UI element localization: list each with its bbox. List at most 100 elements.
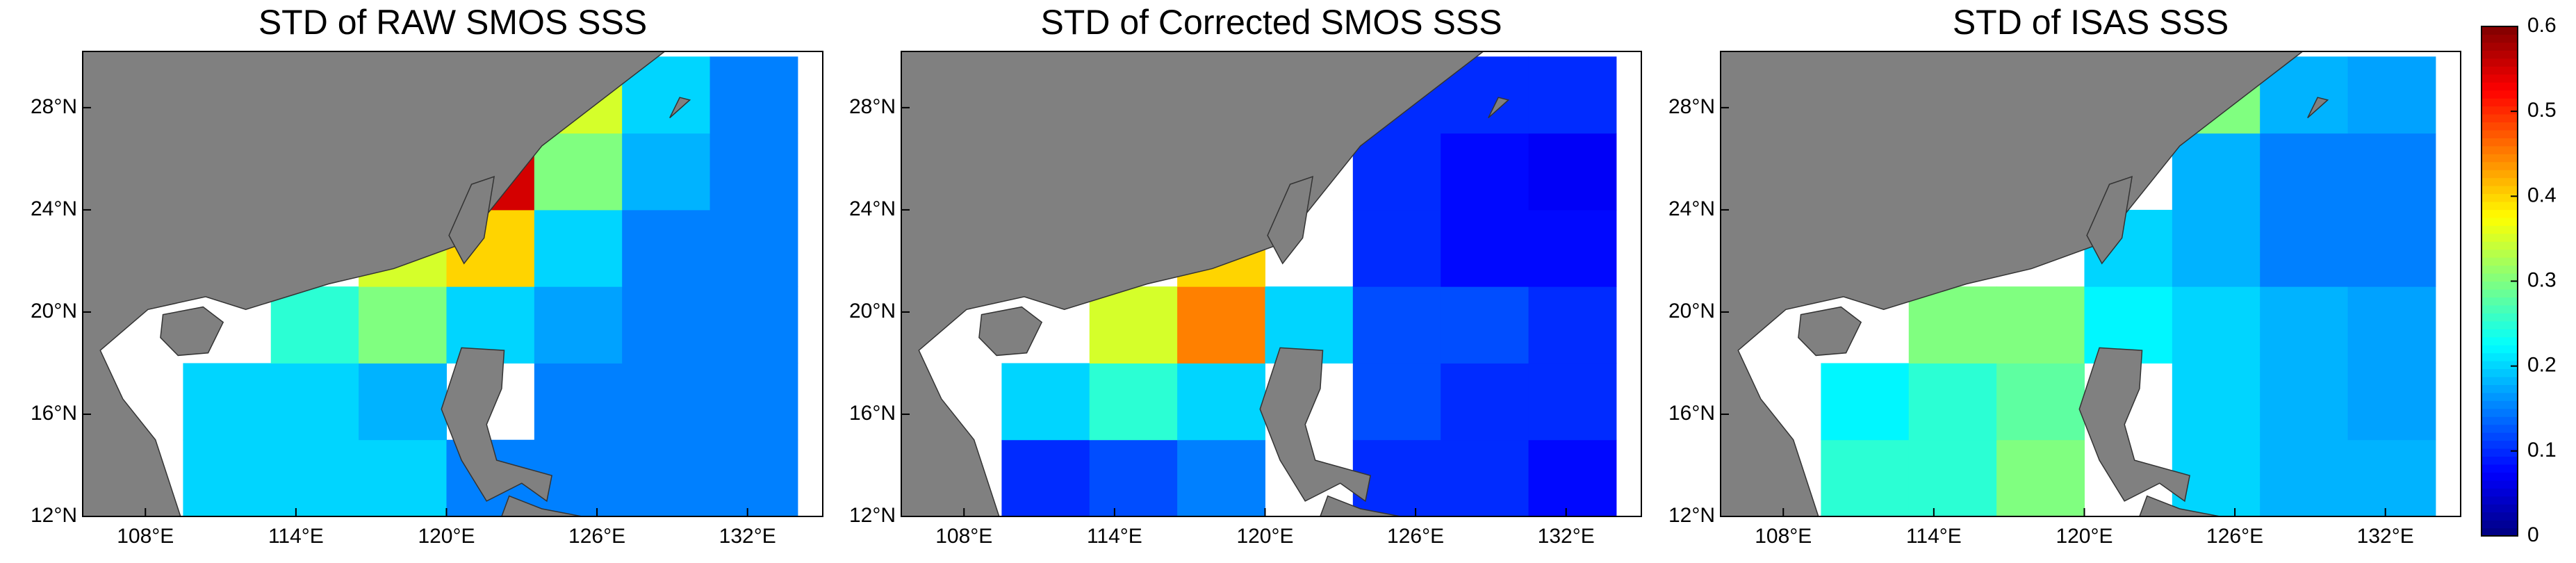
heat-cell <box>622 209 711 287</box>
colorbar-step <box>2481 186 2518 195</box>
y-tick-label: 20°N <box>1668 300 1715 323</box>
heat-cell <box>359 286 447 364</box>
heat-cell <box>622 363 711 441</box>
heat-cell <box>1001 363 1090 441</box>
heat-cell <box>1908 439 1997 516</box>
x-tick-label: 120°E <box>2056 525 2113 548</box>
heat-cell <box>622 286 711 364</box>
heat-cell <box>2260 209 2349 287</box>
colorbar-step <box>2481 304 2518 313</box>
heat-cell <box>183 363 272 441</box>
colorbar-step <box>2481 313 2518 322</box>
panel-title: STD of ISAS SSS <box>1953 3 2229 42</box>
land <box>669 97 691 119</box>
heat-cell <box>1352 209 1441 287</box>
heat-cell <box>2347 133 2436 211</box>
colorbar-step <box>2481 496 2518 505</box>
heat-cell <box>183 439 272 516</box>
y-tick-label: 28°N <box>1668 95 1715 118</box>
land <box>2078 347 2190 503</box>
x-tick-label: 120°E <box>418 525 475 548</box>
colorbar-step <box>2481 376 2518 385</box>
heat-cell <box>1996 286 2085 364</box>
land <box>1320 495 1401 516</box>
colorbar-step <box>2481 392 2518 401</box>
land <box>1259 347 1371 503</box>
heat-cell <box>709 286 798 364</box>
heat-cell <box>1441 286 1529 364</box>
colorbar-step <box>2481 273 2518 282</box>
land <box>2307 97 2329 119</box>
y-tick-label: 28°N <box>31 95 77 118</box>
x-tick-label: 114°E <box>268 525 324 548</box>
colorbar-step <box>2481 448 2518 457</box>
colorbar-tick-label: 0.5 <box>2527 99 2557 122</box>
colorbar-step <box>2481 50 2518 59</box>
colorbar-step <box>2481 241 2518 250</box>
heat-cell <box>2172 363 2261 441</box>
heat-cell <box>1441 209 1529 287</box>
heat-cell <box>1996 363 2085 441</box>
heat-cell <box>2172 133 2261 211</box>
heat-cell <box>1528 133 1617 211</box>
heat-cell <box>1821 439 1910 516</box>
colorbar-step <box>2481 201 2518 211</box>
colorbar-step <box>2481 113 2518 123</box>
heat-cell <box>2172 209 2261 287</box>
heat-cell <box>1441 133 1529 211</box>
heat-cell <box>709 209 798 287</box>
colorbar-step <box>2481 58 2518 67</box>
heat-cell <box>534 286 623 364</box>
land <box>448 176 495 265</box>
colorbar-step <box>2481 352 2518 361</box>
heat-cell <box>1352 133 1441 211</box>
colorbar-step <box>2481 98 2518 107</box>
y-tick-label: 16°N <box>1668 402 1715 425</box>
land <box>1488 97 1510 119</box>
heat-cell <box>359 439 447 516</box>
heat-cell <box>1821 363 1910 441</box>
colorbar-step <box>2481 440 2518 449</box>
x-tick-label: 114°E <box>1087 525 1142 548</box>
y-tick-label: 12°N <box>31 504 77 527</box>
land <box>1267 176 1314 265</box>
colorbar-step <box>2481 528 2518 537</box>
map-panel: STD of RAW SMOS SSS 108°E 114°E 120°E 126°E 1… <box>31 3 823 548</box>
colorbar-step <box>2481 345 2518 354</box>
heat-cell <box>1528 209 1617 287</box>
heat-cell <box>270 363 359 441</box>
heat-cell <box>1996 439 2085 516</box>
heat-cell <box>359 363 447 441</box>
colorbar-step <box>2481 154 2518 163</box>
colorbar-tick-label: 0.6 <box>2527 14 2557 37</box>
map-area <box>901 51 1641 516</box>
land <box>1721 51 2304 516</box>
heat-cell <box>709 56 798 134</box>
axes-frame <box>82 51 823 517</box>
land <box>83 51 666 516</box>
colorbar-step <box>2481 297 2518 306</box>
colorbar-step <box>2481 368 2518 377</box>
land <box>978 306 1043 357</box>
heat-cell <box>1908 286 1997 364</box>
colorbar-step <box>2481 400 2518 409</box>
colorbar-step <box>2481 424 2518 433</box>
heat-cell <box>1089 363 1178 441</box>
heat-cell <box>2347 363 2436 441</box>
colorbar-step <box>2481 74 2518 83</box>
y-tick-label: 20°N <box>849 300 896 323</box>
colorbar-step <box>2481 464 2518 473</box>
heat-cell <box>1089 286 1178 364</box>
colorbar-step <box>2481 480 2518 489</box>
colorbar-step <box>2481 512 2518 521</box>
colorbar-step <box>2481 193 2518 202</box>
colorbar-step <box>2481 257 2518 266</box>
heat-cell <box>622 133 711 211</box>
heat-cell <box>1441 439 1529 516</box>
land <box>160 306 224 357</box>
colorbar-step <box>2481 416 2518 425</box>
y-tick-label: 20°N <box>31 300 77 323</box>
heat-cell <box>1177 286 1265 364</box>
x-tick-label: 126°E <box>568 525 625 548</box>
colorbar-step <box>2481 249 2518 258</box>
